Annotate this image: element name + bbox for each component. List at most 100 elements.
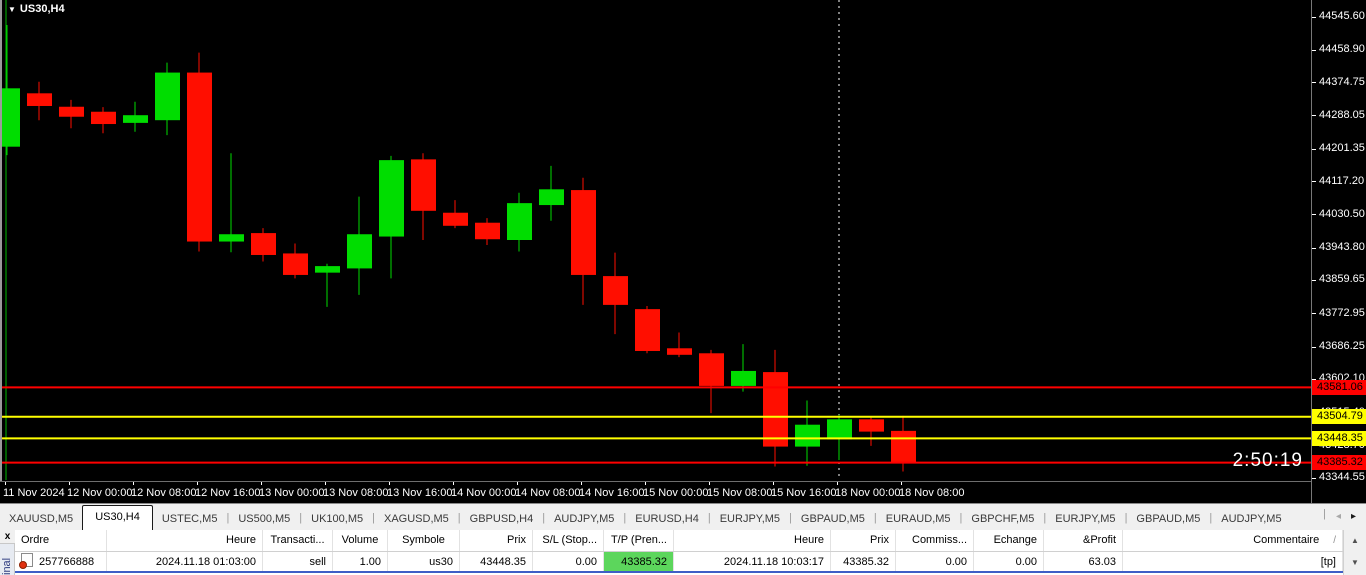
price-tick-label: 43344.55 (1319, 471, 1365, 483)
candle-body (539, 189, 564, 205)
price-tick-label: 44374.75 (1319, 76, 1365, 88)
time-tick-mark (645, 482, 646, 485)
price-tick-mark (1312, 149, 1316, 150)
price-tag-43385.32: 43385.32 (1312, 455, 1366, 470)
price-axis[interactable]: 44545.6044458.9044374.7544288.0544201.35… (1311, 0, 1366, 503)
candle-body (411, 159, 436, 210)
column-header-label: Symbole (402, 534, 445, 546)
time-tick-mark (709, 482, 710, 485)
tab-separator: | (1323, 508, 1326, 526)
time-axis[interactable]: 11 Nov 202412 Nov 00:0012 Nov 08:0012 No… (0, 481, 1366, 503)
tab-scroll-left-button[interactable]: ◂ (1336, 510, 1341, 524)
time-tick-label: 12 Nov 08:00 (131, 487, 196, 499)
candle-body (795, 425, 820, 447)
table-row-order-257766888[interactable]: 2577668882024.11.18 01:03:00sell1.00us30… (15, 552, 1343, 573)
column-header-heure_close[interactable]: Heure (674, 530, 831, 551)
chart-tab-eurusd-h4[interactable]: EURUSD,H4 (626, 509, 708, 530)
column-header-label: Heure (226, 534, 256, 546)
column-header-label: Commiss... (912, 534, 967, 546)
time-tick-label: 14 Nov 00:00 (451, 487, 516, 499)
column-header-echange[interactable]: Echange (974, 530, 1044, 551)
candle-body (91, 112, 116, 124)
cell-commentaire: [tp] (1123, 552, 1343, 571)
chart-tab-xauusd-m5[interactable]: XAUUSD,M5 (0, 509, 82, 530)
column-header-prix_open[interactable]: Prix (460, 530, 533, 551)
close-terminal-button[interactable]: x (0, 530, 15, 544)
column-header-sl[interactable]: S/L (Stop... (533, 530, 604, 551)
time-tick-mark (901, 482, 902, 485)
candle-body (187, 73, 212, 242)
candlestick-chart[interactable] (2, 0, 1313, 481)
column-header-transaction[interactable]: Transacti... (263, 530, 333, 551)
candle-body (27, 93, 52, 106)
chart-tab-gbpchf-m5[interactable]: GBPCHF,M5 (962, 509, 1043, 530)
candle-body (2, 88, 20, 146)
chart-tab-eurjpy-m5[interactable]: EURJPY,M5 (711, 509, 789, 530)
price-tick-label: 44030.50 (1319, 208, 1365, 220)
time-tick-label: 18 Nov 08:00 (899, 487, 964, 499)
table-scrollbar[interactable]: ▲ ▼ (1343, 530, 1366, 575)
cell-prix_close: 43385.32 (831, 552, 896, 571)
price-tick-mark (1312, 478, 1316, 479)
chart-tab-gbpusd-h4[interactable]: GBPUSD,H4 (461, 509, 543, 530)
column-header-profit[interactable]: &Profit (1044, 530, 1123, 551)
price-tick-mark (1312, 313, 1316, 314)
candle-body (347, 234, 372, 268)
column-header-label: Ordre (21, 534, 49, 546)
price-tick-label: 44288.05 (1319, 109, 1365, 121)
column-header-label: Commentaire (1253, 534, 1319, 546)
column-header-label: &Profit (1083, 534, 1116, 546)
column-header-volume[interactable]: Volume (333, 530, 388, 551)
price-tick-label: 43943.80 (1319, 241, 1365, 253)
candle-body (891, 431, 916, 463)
chart-tab-gbpaud-m5[interactable]: GBPAUD,M5 (1127, 509, 1209, 530)
scroll-down-button[interactable]: ▼ (1344, 552, 1366, 574)
cell-profit: 63.03 (1044, 552, 1123, 571)
column-header-commentaire[interactable]: Commentaire/ (1123, 530, 1343, 551)
candle-body (443, 213, 468, 226)
column-header-label: S/L (Stop... (542, 534, 597, 546)
time-tick-label: 15 Nov 00:00 (643, 487, 708, 499)
chart-tab-uk100-m5[interactable]: UK100,M5 (302, 509, 372, 530)
candle-body (763, 372, 788, 446)
column-header-label: Transacti... (271, 534, 325, 546)
terminal-side-strip: x inal (0, 530, 15, 575)
column-header-heure_open[interactable]: Heure (107, 530, 263, 551)
chart-tab-gbpaud-m5[interactable]: GBPAUD,M5 (792, 509, 874, 530)
chart-tab-us500-m5[interactable]: US500,M5 (229, 509, 299, 530)
chart-tab-us30-h4[interactable]: US30,H4 (82, 505, 153, 530)
price-tick-mark (1312, 17, 1316, 18)
chart-tab-bar: XAUUSD,M5US30,H4USTEC,M5|US500,M5|UK100,… (0, 503, 1366, 530)
column-header-ordre[interactable]: Ordre (15, 530, 107, 551)
chart-tab-eurjpy-m5[interactable]: EURJPY,M5 (1046, 509, 1124, 530)
column-header-label: Prix (870, 534, 889, 546)
time-tick-mark (5, 482, 6, 485)
column-header-commission[interactable]: Commiss... (896, 530, 974, 551)
column-header-prix_close[interactable]: Prix (831, 530, 896, 551)
chart-canvas[interactable]: ▼US30,H4 2:50:19 (0, 0, 1311, 481)
chevron-down-icon: ▼ (8, 5, 16, 14)
scroll-up-button[interactable]: ▲ (1344, 530, 1366, 552)
candle-body (283, 253, 308, 275)
cell-transaction: sell (263, 552, 333, 571)
tab-scroll-right-button[interactable]: ▸ (1351, 510, 1356, 524)
mt4-window: ▼US30,H4 2:50:19 44545.6044458.9044374.7… (0, 0, 1366, 575)
chart-tab-euraud-m5[interactable]: EURAUD,M5 (877, 509, 960, 530)
column-header-label: Echange (994, 534, 1037, 546)
candle-body (219, 234, 244, 241)
time-tick-label: 18 Nov 00:00 (835, 487, 900, 499)
price-tick-mark (1312, 248, 1316, 249)
cell-sl: 0.00 (533, 552, 604, 571)
column-header-symbole[interactable]: Symbole (388, 530, 460, 551)
time-tick-mark (517, 482, 518, 485)
time-tick-mark (453, 482, 454, 485)
column-header-tp[interactable]: T/P (Pren... (604, 530, 674, 551)
chart-tab-ustec-m5[interactable]: USTEC,M5 (153, 509, 227, 530)
chart-tab-xagusd-m5[interactable]: XAGUSD,M5 (375, 509, 458, 530)
chart-tab-audjpy-m5[interactable]: AUDJPY,M5 (1212, 509, 1290, 530)
price-tick-label: 43686.25 (1319, 340, 1365, 352)
chart-tab-audjpy-m5[interactable]: AUDJPY,M5 (545, 509, 623, 530)
candle-body (59, 107, 84, 117)
time-tick-mark (837, 482, 838, 485)
trade-history-table: Ordre Heure Transacti... Volume Symbole Prix S… (15, 530, 1343, 575)
